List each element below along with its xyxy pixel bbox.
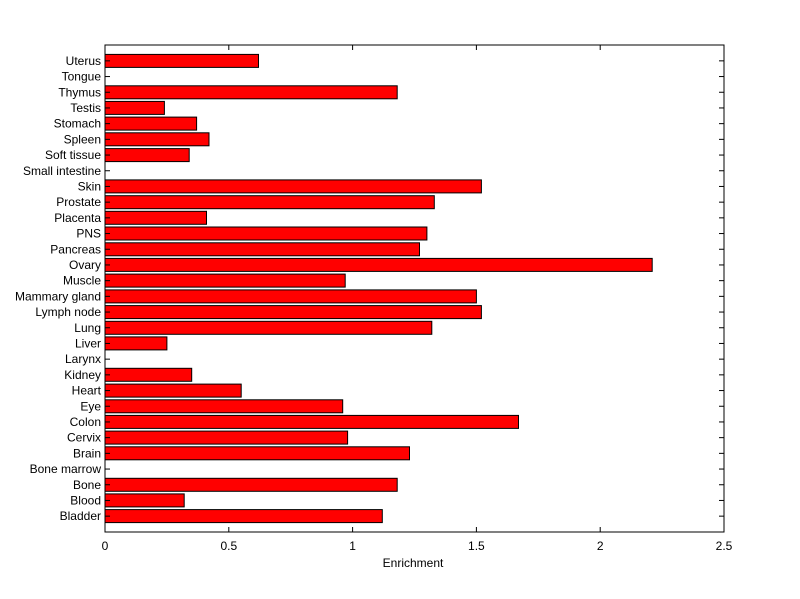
- category-label-muscle: Muscle: [63, 274, 101, 288]
- bar-pns: [104, 226, 428, 241]
- bar-placenta: [104, 210, 207, 225]
- category-label-ovary: Ovary: [69, 258, 101, 272]
- bar-eye: [104, 399, 344, 414]
- bar-liver: [104, 336, 168, 351]
- bar-uterus: [104, 53, 259, 68]
- category-label-testis: Testis: [70, 101, 101, 115]
- category-label-mammary-gland: Mammary gland: [15, 289, 101, 303]
- category-label-colon: Colon: [70, 415, 101, 429]
- category-label-thymus: Thymus: [58, 85, 101, 99]
- category-label-pns: PNS: [76, 227, 101, 241]
- category-label-heart: Heart: [72, 384, 102, 398]
- bar-ovary: [104, 257, 653, 272]
- category-label-tongue: Tongue: [62, 70, 102, 84]
- category-label-lymph-node: Lymph node: [35, 305, 101, 319]
- category-label-bone: Bone: [73, 478, 101, 492]
- category-label-placenta: Placenta: [54, 211, 101, 225]
- bar-prostate: [104, 195, 435, 210]
- category-label-eye: Eye: [80, 399, 101, 413]
- bar-heart: [104, 383, 242, 398]
- category-label-larynx: Larynx: [65, 352, 101, 366]
- bar-bone: [104, 477, 398, 492]
- x-axis-title: Enrichment: [383, 556, 444, 570]
- bar-kidney: [104, 367, 193, 382]
- category-label-stomach: Stomach: [54, 117, 101, 131]
- bar-bladder: [104, 509, 383, 524]
- x-tick-labels-group: 0 0.5 1 1.5 2 2.5: [102, 539, 733, 553]
- category-label-uterus: Uterus: [66, 54, 101, 68]
- category-label-liver: Liver: [75, 336, 101, 350]
- bar-blood: [104, 493, 185, 508]
- bars-group: [104, 53, 653, 524]
- category-label-small-intestine: Small intestine: [23, 164, 101, 178]
- bar-colon: [104, 414, 519, 429]
- category-label-cervix: Cervix: [67, 431, 101, 445]
- category-label-skin: Skin: [78, 179, 101, 193]
- x-tick-label: 2: [597, 539, 604, 553]
- x-tick-label: 1: [349, 539, 356, 553]
- ticks-group: [104, 45, 725, 532]
- category-label-pancreas: Pancreas: [50, 242, 101, 256]
- bar-skin: [104, 179, 482, 194]
- x-tick-label: 0: [102, 539, 109, 553]
- bar-thymus: [104, 85, 398, 100]
- category-label-prostate: Prostate: [56, 195, 101, 209]
- category-label-soft-tissue: Soft tissue: [45, 148, 101, 162]
- x-tick-label: 0.5: [220, 539, 237, 553]
- bar-cervix: [104, 430, 349, 445]
- category-label-bone-marrow: Bone marrow: [30, 462, 102, 476]
- category-label-lung: Lung: [74, 321, 101, 335]
- bar-stomach: [104, 116, 198, 131]
- category-label-spleen: Spleen: [64, 132, 101, 146]
- bar-pancreas: [104, 242, 420, 257]
- bar-soft-tissue: [104, 148, 190, 163]
- x-tick-label: 2.5: [716, 539, 733, 553]
- category-label-brain: Brain: [73, 446, 101, 460]
- bar-lymph-node: [104, 305, 482, 320]
- bar-lung: [104, 320, 433, 335]
- x-tick-label: 1.5: [468, 539, 485, 553]
- bar-brain: [104, 446, 410, 461]
- bar-muscle: [104, 273, 346, 288]
- category-label-kidney: Kidney: [64, 368, 101, 382]
- bar-spleen: [104, 132, 210, 147]
- bar-testis: [104, 100, 165, 115]
- bar-mammary-gland: [104, 289, 477, 304]
- category-label-blood: Blood: [70, 493, 101, 507]
- category-label-bladder: Bladder: [60, 509, 101, 523]
